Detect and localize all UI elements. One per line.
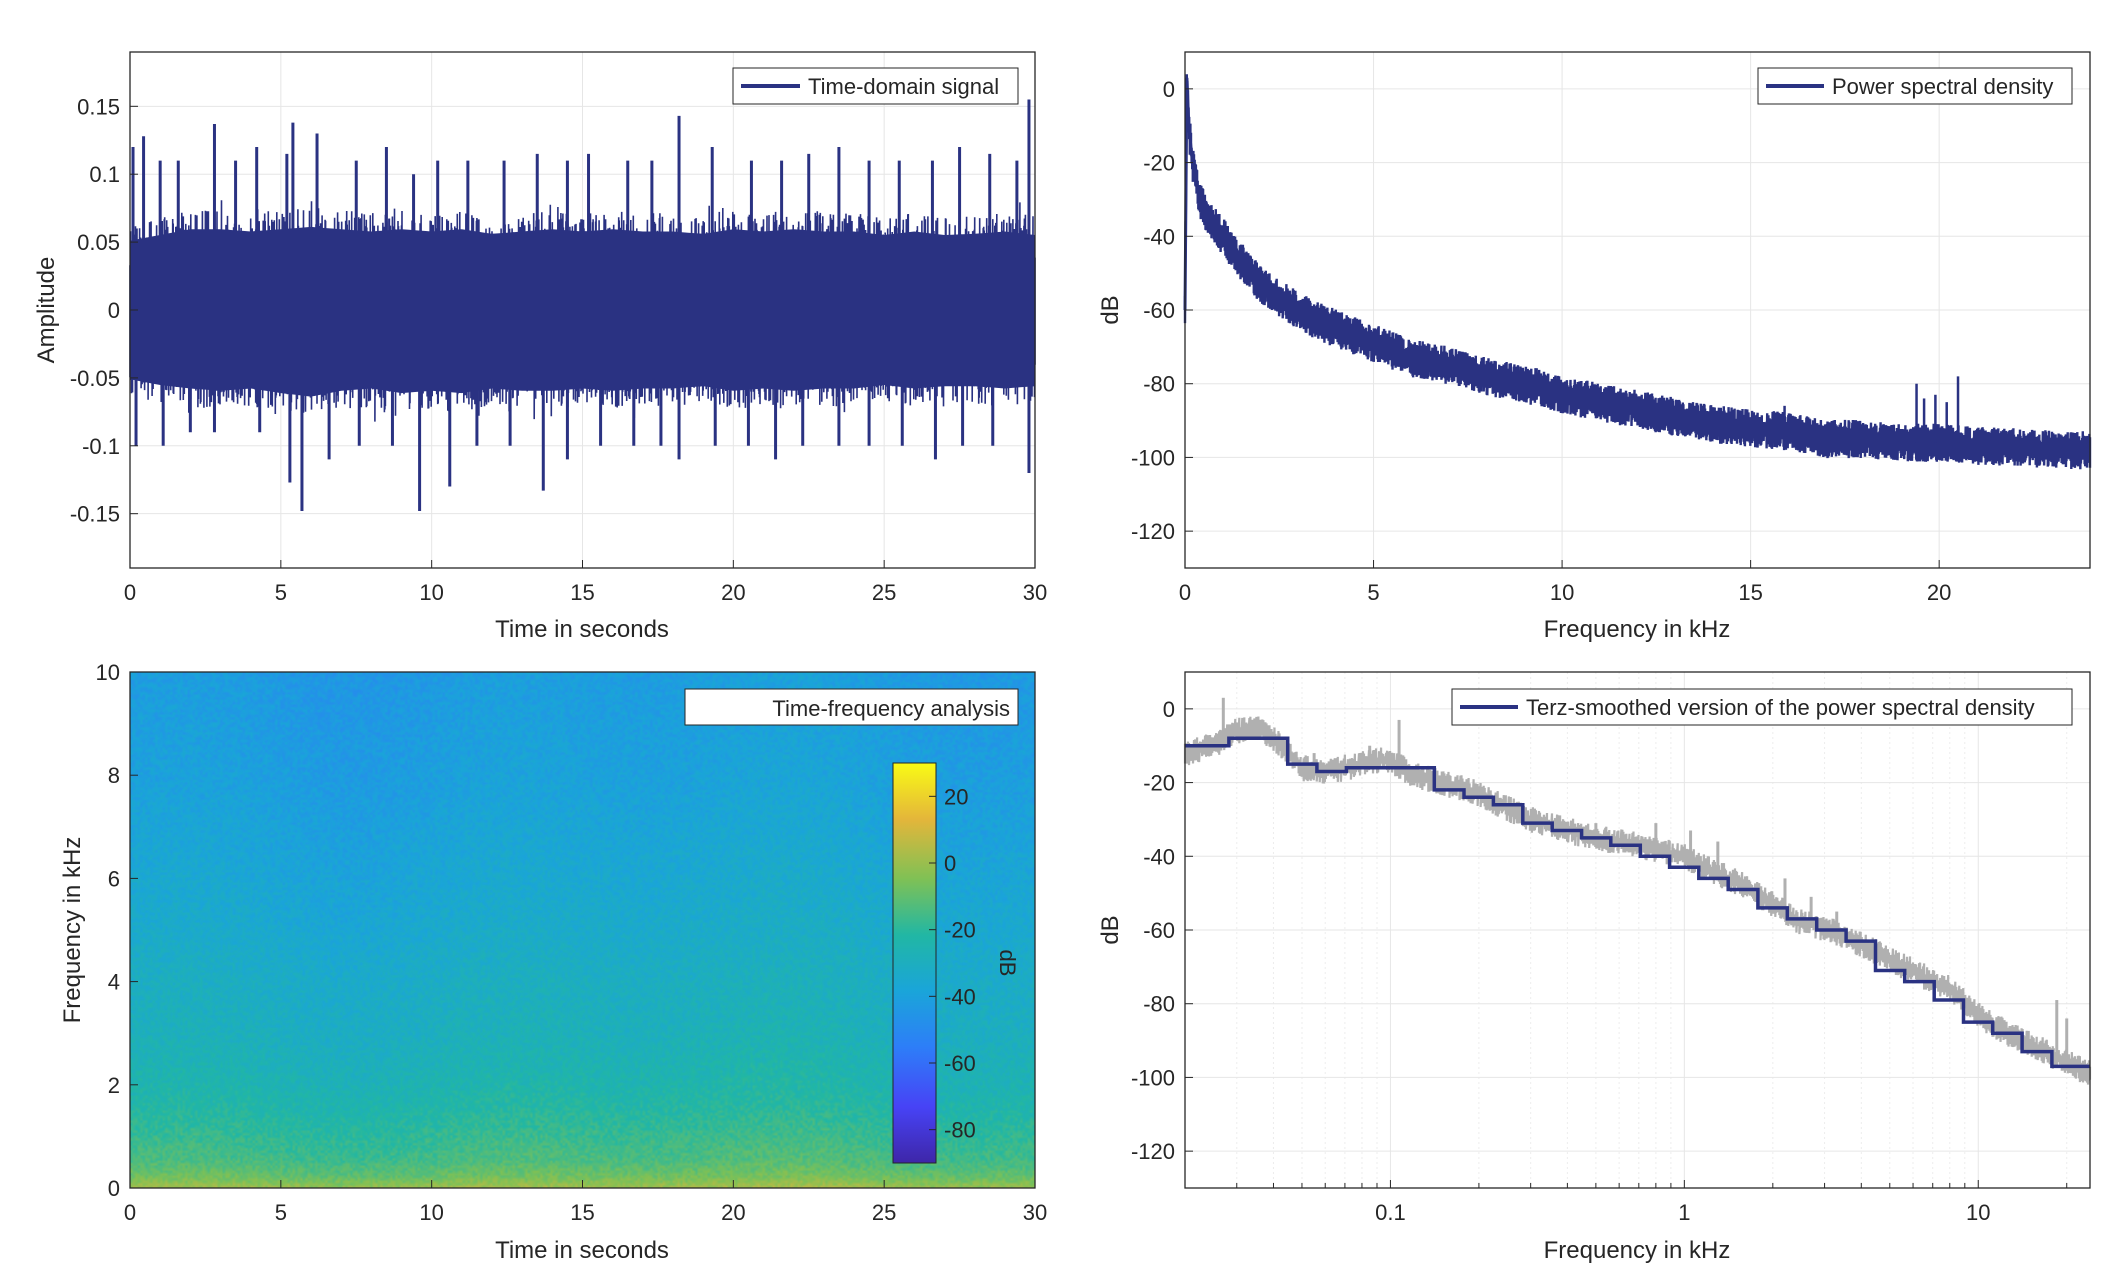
time-domain-ticks: 0 5 10 15 20 25 30 -0.15 -0.1 -0.05 0 0.05 0.1 0.15: [70, 94, 1047, 605]
spectrogram-legend: Time-frequency analysis: [684, 688, 1019, 726]
legend-box: [684, 688, 1019, 726]
x-tick-label: 5: [1367, 580, 1379, 605]
x-tick-label: 15: [570, 1200, 594, 1225]
terz-ylabel: dB: [1097, 915, 1124, 944]
y-tick-label: 0: [1163, 697, 1175, 722]
panel-time-domain: 0 5 10 15 20 25 30 -0.15 -0.1 -0.05 0 0.05 0.1 0.15 T…: [33, 51, 1047, 643]
y-tick-label: 6: [108, 866, 120, 891]
y-tick-label: 0.05: [77, 230, 120, 255]
y-tick-label: -20: [1143, 771, 1175, 796]
panel-psd: 0 5 10 15 20 -120 -100 -80 -60 -40 -20 0 Frequency …: [1097, 51, 2092, 643]
colorbar-tick-label: -20: [944, 918, 976, 943]
y-tick-label: -80: [1143, 372, 1175, 397]
x-tick-label: 0: [124, 1200, 136, 1225]
terz-grid: [1185, 672, 2090, 1188]
x-tick-label: 20: [721, 580, 745, 605]
colorbar-tick-label: -80: [944, 1118, 976, 1143]
x-tick-label: 0: [124, 580, 136, 605]
legend-entry: Power spectral density: [1832, 74, 2053, 99]
y-tick-label: 4: [108, 970, 120, 995]
legend-entry: Time-frequency analysis: [772, 696, 1010, 721]
legend-entry: Terz-smoothed version of the power spect…: [1526, 695, 2035, 720]
psd-ylabel: dB: [1097, 295, 1124, 324]
y-tick-label: -120: [1131, 519, 1175, 544]
spectrogram-xlabel: Time in seconds: [495, 1237, 669, 1264]
y-tick-label: -0.1: [82, 434, 120, 459]
terz-smoothed-line: [1185, 736, 2090, 1069]
colorbar-tick-label: 20: [944, 784, 968, 809]
x-tick-label: 10: [1966, 1200, 1990, 1225]
psd-legend: Power spectral density: [1757, 67, 2073, 105]
spectrogram-ticks: 0 5 10 15 20 25 30 0 2 4 6 8 10: [96, 660, 1048, 1225]
terz-legend: Terz-smoothed version of the power spect…: [1451, 688, 2073, 726]
panel-spectrogram: 0 5 10 15 20 25 30 0 2 4 6 8 10 Time in seconds Freq…: [59, 660, 1047, 1264]
psd-line-start: [1183, 77, 1200, 311]
y-tick-label: 0: [108, 298, 120, 323]
psd-line: [1183, 74, 2092, 470]
y-tick-label: 2: [108, 1073, 120, 1098]
y-tick-label: -100: [1131, 1065, 1175, 1090]
psd-xlabel: Frequency in kHz: [1544, 616, 1731, 643]
colorbar-gradient: [892, 762, 937, 1164]
y-tick-label: 8: [108, 763, 120, 788]
colorbar-tick-label: 0: [944, 851, 956, 876]
x-tick-label: 25: [872, 580, 896, 605]
x-tick-label: 20: [1927, 580, 1951, 605]
y-tick-label: -120: [1131, 1139, 1175, 1164]
x-tick-label: 10: [1550, 580, 1574, 605]
colorbar-label: dB: [995, 950, 1020, 977]
spectrogram-colorbar: -80 -60 -40 -20 0 20 dB: [892, 762, 1020, 1164]
y-tick-label: -80: [1143, 992, 1175, 1017]
y-tick-label: -0.15: [70, 502, 120, 527]
legend-box: [1451, 688, 2073, 726]
y-tick-label: -60: [1143, 298, 1175, 323]
x-tick-label: 5: [275, 1200, 287, 1225]
x-tick-label: 1: [1678, 1200, 1690, 1225]
y-tick-label: -20: [1143, 151, 1175, 176]
y-tick-label: 0: [108, 1176, 120, 1201]
time-domain-xlabel: Time in seconds: [495, 616, 669, 643]
y-tick-label: -40: [1143, 224, 1175, 249]
colorbar-ticks: -80 -60 -40 -20 0 20: [929, 784, 976, 1143]
spectrogram-ylabel: Frequency in kHz: [59, 837, 86, 1024]
x-tick-label: 15: [1738, 580, 1762, 605]
colorbar-tick-label: -40: [944, 984, 976, 1009]
y-tick-label: 0: [1163, 77, 1175, 102]
y-tick-label: 0.15: [77, 94, 120, 119]
y-tick-label: -60: [1143, 918, 1175, 943]
y-tick-label: 10: [96, 660, 120, 685]
terz-series: [1183, 697, 2092, 1085]
panel-terz-psd: 0.1 1 10 -120 -100 -80 -60 -40 -20 0 Frequency in…: [1097, 671, 2092, 1264]
x-tick-label: 25: [872, 1200, 896, 1225]
y-tick-label: -0.05: [70, 366, 120, 391]
time-domain-series: [129, 99, 1036, 511]
x-tick-label: 0.1: [1375, 1200, 1406, 1225]
x-tick-label: 0: [1179, 580, 1191, 605]
colorbar-tick-label: -60: [944, 1051, 976, 1076]
spectrogram-heatmap: [130, 672, 1035, 1188]
y-tick-label: 0.1: [89, 162, 120, 187]
x-tick-label: 20: [721, 1200, 745, 1225]
x-tick-label: 30: [1023, 580, 1047, 605]
time-domain-ylabel: Amplitude: [33, 257, 60, 364]
y-tick-label: -100: [1131, 445, 1175, 470]
x-tick-label: 5: [275, 580, 287, 605]
y-tick-label: -40: [1143, 844, 1175, 869]
x-tick-label: 15: [570, 580, 594, 605]
legend-entry: Time-domain signal: [808, 74, 999, 99]
terz-xlabel: Frequency in kHz: [1544, 1237, 1731, 1264]
time-domain-legend: Time-domain signal: [732, 67, 1019, 105]
psd-series: [1183, 74, 2092, 470]
terz-ticks: 0.1 1 10 -120 -100 -80 -60 -40 -20 0: [1131, 697, 2068, 1225]
x-tick-label: 10: [419, 580, 443, 605]
x-tick-label: 30: [1023, 1200, 1047, 1225]
x-tick-label: 10: [419, 1200, 443, 1225]
psd-ticks: 0 5 10 15 20 -120 -100 -80 -60 -40 -20 0: [1131, 77, 1951, 605]
